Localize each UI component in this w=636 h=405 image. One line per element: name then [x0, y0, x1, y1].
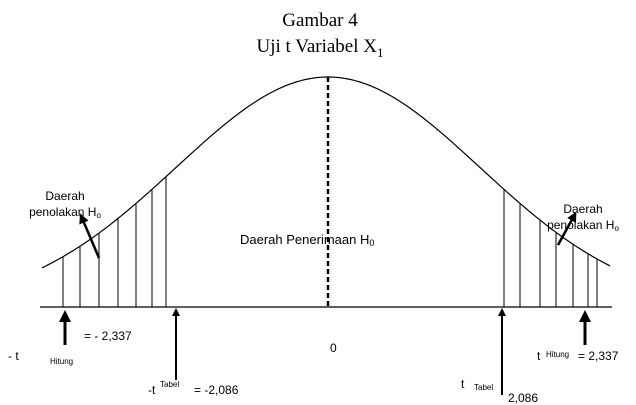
left-hitung-t: - t	[8, 349, 19, 363]
left-tabel-sup: Tabel	[160, 380, 179, 389]
subtitle: Uji t Variabel X1	[257, 36, 384, 60]
left-region-text: penolakan H	[29, 205, 96, 219]
right-region-text: penolakan H	[547, 218, 614, 232]
center-region-text: Daerah Penerimaan H	[240, 232, 369, 247]
right-hitung-sup: Hitung	[546, 350, 569, 359]
left-hitung-sub: Hitung	[50, 357, 73, 366]
left-region: Daerah	[45, 189, 84, 203]
left-region-2: penolakan Ho	[29, 205, 101, 220]
curve-group	[41, 76, 611, 307]
title: Gambar 4	[282, 10, 358, 31]
curve	[41, 76, 611, 269]
subtitle-text: Uji t Variabel X	[257, 36, 378, 57]
right-tabel-sub: Tabel	[474, 383, 493, 392]
center-region: Daerah Penerimaan H0	[240, 232, 374, 248]
right-region: Daerah	[563, 202, 602, 216]
right-region-sub: o	[614, 224, 619, 233]
right-hitung-value: = 2,337	[578, 349, 619, 363]
center-zero: 0	[330, 341, 337, 355]
right-hitung-t: t	[537, 349, 541, 363]
left-tabel-t: -t	[148, 383, 156, 397]
left-region-sub: o	[96, 211, 101, 220]
right-tabel-value: 2,086	[508, 391, 538, 405]
left-hitung-value: = - 2,337	[84, 329, 132, 343]
right-tabel-t: t	[461, 377, 465, 391]
left-tabel-value: = -2,086	[194, 383, 239, 397]
center-region-sub: 0	[369, 238, 374, 248]
arrow	[556, 211, 577, 246]
right-region-2: penolakan Ho	[547, 218, 619, 233]
subtitle-sub: 1	[377, 45, 384, 60]
arrow	[79, 213, 101, 259]
